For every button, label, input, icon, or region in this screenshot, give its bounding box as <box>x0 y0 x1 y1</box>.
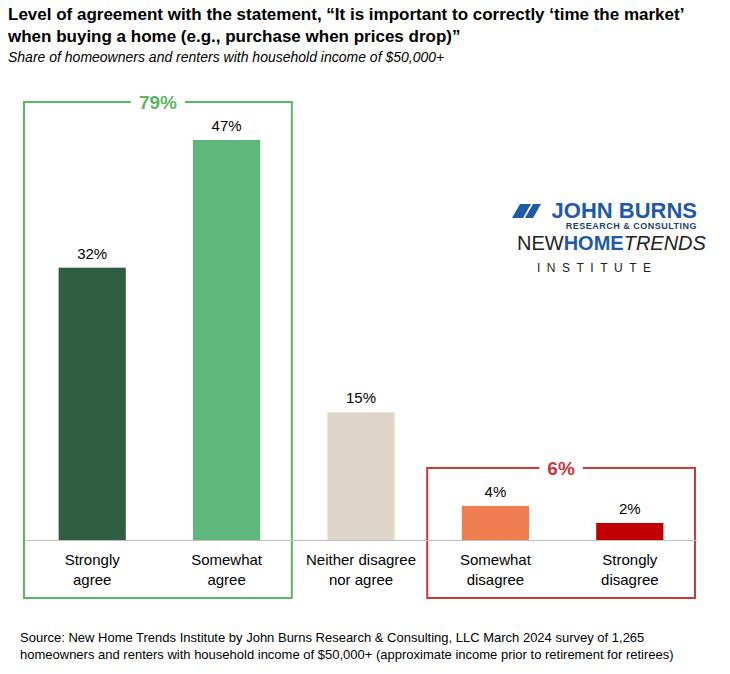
logo-icon <box>525 204 541 218</box>
tick-label-line: disagree <box>467 571 525 588</box>
data-label: 15% <box>346 389 376 406</box>
x-axis: Strongly agree Somewhat agree Neither disagr… <box>26 541 698 589</box>
tick: Strongly agree <box>65 551 121 588</box>
logo-name: JOHN BURNS <box>552 198 697 223</box>
text-line: Source: New Home Trends Institute by Joh… <box>20 630 644 645</box>
tick-label-line: Somewhat <box>460 551 532 568</box>
data-label: 4% <box>485 483 507 500</box>
tick: Somewhat disagree <box>460 551 532 588</box>
logo-institute-part: NEW <box>517 232 564 254</box>
data-label: 2% <box>619 500 641 517</box>
chart: Level of agreement with the statement, “… <box>0 0 730 674</box>
tick-label: Neither disagree nor agree <box>306 551 416 588</box>
source: Source: New Home Trends Institute by Joh… <box>20 630 674 662</box>
tick: Somewhat agree <box>191 551 263 588</box>
title: Level of agreement with the statement, “… <box>7 5 684 46</box>
bar <box>327 412 394 540</box>
tick-label-line: Strongly <box>65 551 121 568</box>
bar <box>59 268 126 540</box>
logo-institute: NEWHOMETRENDS <box>517 232 707 254</box>
tick-label: Somewhat disagree <box>460 551 532 588</box>
tick-label-line: agree <box>73 571 111 588</box>
bar <box>462 506 529 540</box>
logo-institute-part: TRENDS <box>624 232 707 254</box>
text-line: Level of agreement with the statement, “… <box>8 5 684 24</box>
logo-institute-part: HOME <box>564 232 624 254</box>
tick-label-line: disagree <box>601 571 659 588</box>
tick: Neither disagree nor agree <box>306 551 416 588</box>
logo: JOHN BURNSRESEARCH & CONSULTINGNEWHOMETR… <box>512 198 707 275</box>
text-line: homeowners and renters with household in… <box>20 647 674 662</box>
tick-label-line: nor agree <box>329 571 393 588</box>
group-label: 79% <box>139 92 177 113</box>
bar <box>596 523 663 540</box>
tick-label-line: Neither disagree <box>306 551 416 568</box>
data-label: 32% <box>77 245 107 262</box>
data-label: 47% <box>212 117 242 134</box>
tick-label-line: Somewhat <box>191 551 263 568</box>
subtitle: Share of homeowners and renters with hou… <box>8 49 444 65</box>
baseline <box>26 540 698 541</box>
tick-label-line: Strongly <box>602 551 658 568</box>
tick-label: Strongly agree <box>65 551 121 588</box>
tick-label-line: agree <box>207 571 245 588</box>
tick-label: Somewhat agree <box>191 551 263 588</box>
logo-tagline: RESEARCH & CONSULTING <box>566 221 697 231</box>
logo-institute-word: INSTITUTE <box>537 261 658 275</box>
group-label: 6% <box>547 458 575 479</box>
group-box <box>427 468 695 598</box>
tick: Strongly disagree <box>601 551 659 588</box>
group-box <box>24 102 292 598</box>
text-line: when buying a home (e.g., purchase when … <box>7 27 460 46</box>
bar <box>193 140 260 540</box>
data-labels: 32% 47% 15% 4% 2% <box>77 117 640 517</box>
tick-label: Strongly disagree <box>601 551 659 588</box>
